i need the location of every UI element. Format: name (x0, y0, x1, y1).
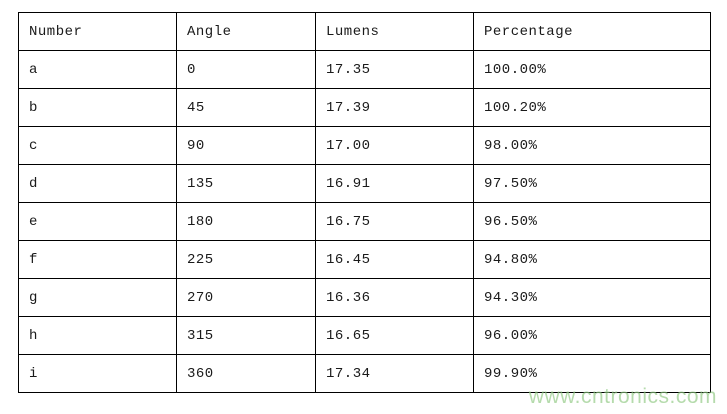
table-cell: 96.50% (473, 202, 711, 241)
table-cell: 100.20% (473, 88, 711, 127)
table-cell: 225 (176, 240, 316, 279)
column-header: Percentage (473, 12, 711, 51)
table-cell: 99.90% (473, 354, 711, 393)
table-cell: 16.36 (315, 278, 474, 317)
table-cell: d (18, 164, 177, 203)
table-cell: 45 (176, 88, 316, 127)
table-row: h 315 16.65 96.00% (18, 316, 711, 355)
table-row: c 90 17.00 98.00% (18, 126, 711, 165)
table-cell: b (18, 88, 177, 127)
table-cell: 98.00% (473, 126, 711, 165)
table-cell: 315 (176, 316, 316, 355)
table-cell: a (18, 50, 177, 89)
table-cell: 16.65 (315, 316, 474, 355)
table-cell: 17.35 (315, 50, 474, 89)
table-cell: g (18, 278, 177, 317)
table-cell: 180 (176, 202, 316, 241)
table-cell: e (18, 202, 177, 241)
table-cell: 96.00% (473, 316, 711, 355)
table-row: d 135 16.91 97.50% (18, 164, 711, 203)
table-cell: h (18, 316, 177, 355)
table-cell: 16.45 (315, 240, 474, 279)
lumens-measurement-table: Number Angle Lumens Percentage a 0 17.35 100.0… (18, 12, 711, 393)
table-cell: 17.00 (315, 126, 474, 165)
table-cell: 17.34 (315, 354, 474, 393)
table-row: e 180 16.75 96.50% (18, 202, 711, 241)
table-cell: 94.80% (473, 240, 711, 279)
table-row: b 45 17.39 100.20% (18, 88, 711, 127)
table-cell: 0 (176, 50, 316, 89)
table-header-row: Number Angle Lumens Percentage (18, 12, 711, 51)
table-cell: i (18, 354, 177, 393)
table-row: f 225 16.45 94.80% (18, 240, 711, 279)
table-row: a 0 17.35 100.00% (18, 50, 711, 89)
table-cell: f (18, 240, 177, 279)
table-cell: 17.39 (315, 88, 474, 127)
table-cell: 100.00% (473, 50, 711, 89)
table-cell: 16.75 (315, 202, 474, 241)
table-cell: 270 (176, 278, 316, 317)
column-header: Lumens (315, 12, 474, 51)
table-cell: 94.30% (473, 278, 711, 317)
column-header: Angle (176, 12, 316, 51)
table-cell: 16.91 (315, 164, 474, 203)
table-cell: 360 (176, 354, 316, 393)
column-header: Number (18, 12, 177, 51)
table-cell: 97.50% (473, 164, 711, 203)
table-cell: c (18, 126, 177, 165)
table-cell: 135 (176, 164, 316, 203)
table-row: i 360 17.34 99.90% (18, 354, 711, 393)
table-cell: 90 (176, 126, 316, 165)
table-row: g 270 16.36 94.30% (18, 278, 711, 317)
